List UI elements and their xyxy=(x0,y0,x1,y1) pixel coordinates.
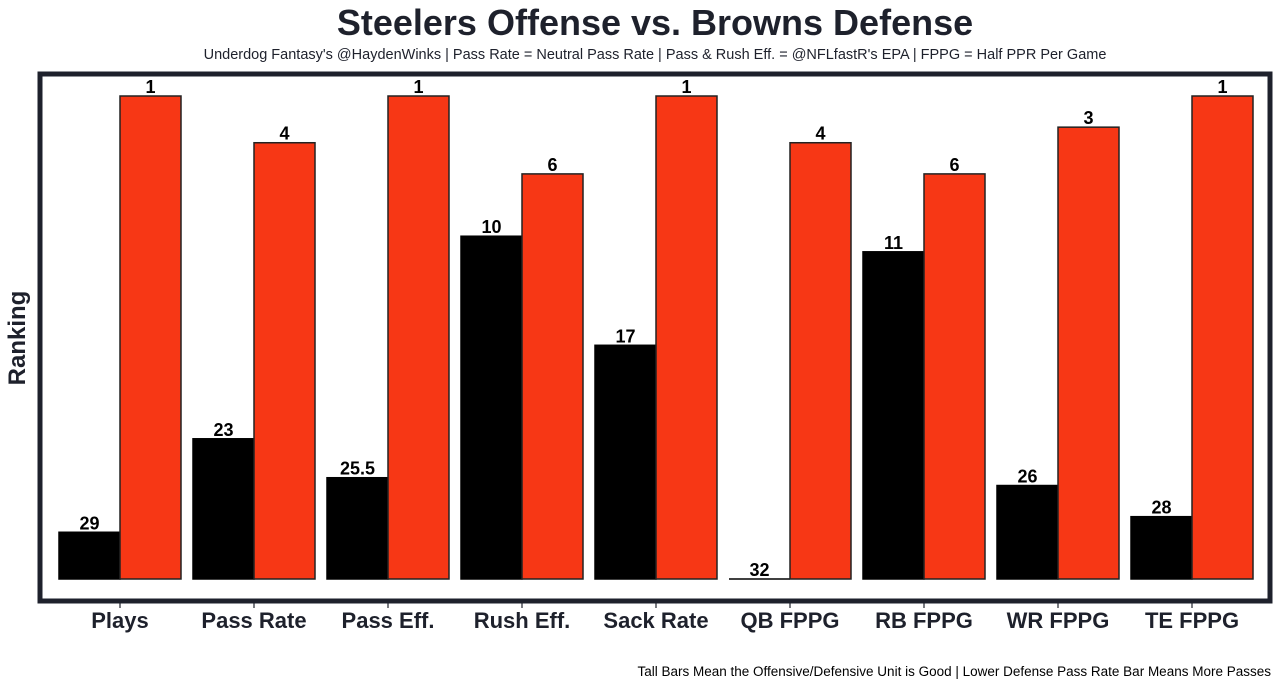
bar-value-label: 4 xyxy=(815,124,825,144)
bar-value-label: 25.5 xyxy=(340,459,375,479)
bar-value-label: 1 xyxy=(1217,77,1227,97)
offense-bar-te-fppg xyxy=(1130,515,1193,580)
x-tick-label: RB FPPG xyxy=(875,608,973,633)
offense-bar-rb-fppg xyxy=(862,251,925,580)
bar-value-label: 1 xyxy=(413,77,423,97)
bar-value-label: 10 xyxy=(481,217,501,237)
bar-value-label: 28 xyxy=(1151,498,1171,518)
x-tick-label: WR FPPG xyxy=(1007,608,1110,633)
bar-value-label: 29 xyxy=(79,513,99,533)
x-axis-ticks: Plays Pass Rate Pass Eff. Rush Eff. Sack Rat… xyxy=(91,603,1239,633)
defense-bar-plays xyxy=(119,95,182,580)
defense-bar-te-fppg xyxy=(1191,95,1254,580)
defense-bar-pass-rate xyxy=(253,141,316,580)
bar-value-label: 1 xyxy=(145,77,155,97)
x-tick-label: Plays xyxy=(91,608,149,633)
bar-labels-group: 29 1 23 4 25.5 1 10 6 17 1 32 4 11 6 26 3 28 1 xyxy=(79,77,1227,580)
x-tick-label: Rush Eff. xyxy=(474,608,571,633)
chart-title: Steelers Offense vs. Browns Defense xyxy=(336,2,974,43)
bar-value-label: 1 xyxy=(681,77,691,97)
defense-bar-wr-fppg xyxy=(1057,126,1120,580)
chart-subtitle: Underdog Fantasy's @HaydenWinks | Pass R… xyxy=(203,47,1107,63)
bar-value-label: 4 xyxy=(279,124,289,144)
offense-bar-sack-rate xyxy=(594,344,657,580)
defense-bar-rush-eff xyxy=(521,173,584,580)
plot-frame xyxy=(37,71,1273,604)
offense-bar-pass-eff xyxy=(326,476,389,580)
x-tick-label: TE FPPG xyxy=(1145,608,1239,633)
bars-group xyxy=(58,95,1254,580)
offense-bar-rush-eff xyxy=(460,235,523,580)
bar-value-label: 11 xyxy=(884,233,903,253)
bar-value-label: 17 xyxy=(615,326,635,346)
x-tick-label: Pass Rate xyxy=(201,608,306,633)
x-tick-label: QB FPPG xyxy=(740,608,839,633)
defense-bar-qb-fppg xyxy=(789,141,852,580)
defense-bar-sack-rate xyxy=(655,95,718,580)
offense-bar-pass-rate xyxy=(192,438,255,580)
defense-bar-rb-fppg xyxy=(923,173,986,580)
offense-bar-plays xyxy=(58,531,121,580)
bar-value-label: 6 xyxy=(547,155,557,175)
chart-footnote: Tall Bars Mean the Offensive/Defensive U… xyxy=(637,664,1271,679)
x-tick-label: Sack Rate xyxy=(603,608,708,633)
bar-value-label: 6 xyxy=(949,155,959,175)
offense-bar-wr-fppg xyxy=(996,484,1059,580)
defense-bar-pass-eff xyxy=(387,95,450,580)
bar-value-label: 26 xyxy=(1017,467,1037,487)
bar-value-label: 3 xyxy=(1083,108,1093,128)
bar-value-label: 23 xyxy=(213,420,233,440)
bar-value-label: 32 xyxy=(749,560,769,580)
x-tick-label: Pass Eff. xyxy=(342,608,435,633)
